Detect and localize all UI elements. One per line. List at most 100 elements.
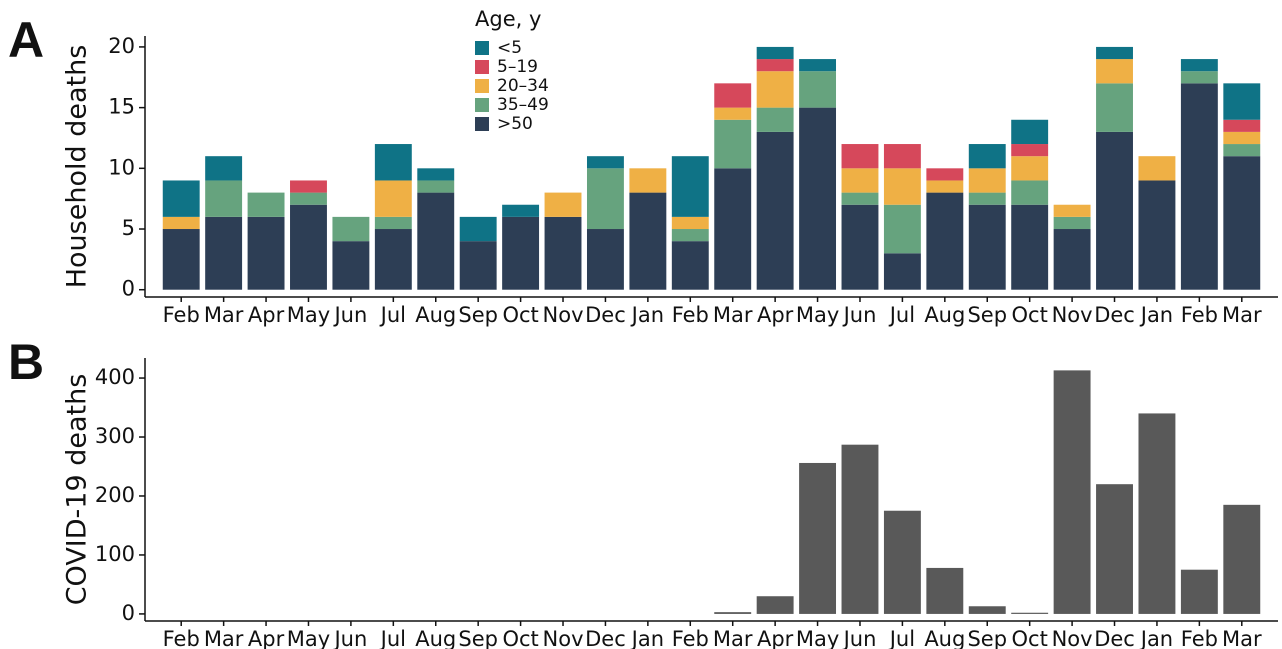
bar-segment <box>1223 131 1261 145</box>
bar-segment <box>799 107 837 290</box>
bar-segment <box>799 59 837 72</box>
bar-segment <box>205 180 243 217</box>
bar-segment <box>586 229 624 290</box>
panel-label: A <box>8 12 44 68</box>
x-tick-label: Aug <box>415 627 456 649</box>
bar-segment <box>1096 46 1133 60</box>
bar-segment <box>374 144 412 181</box>
x-tick-label: May <box>287 303 330 327</box>
x-tick-label: Jul <box>379 303 406 327</box>
bar-segment <box>1053 216 1091 230</box>
y-tick-label: 15 <box>108 95 135 119</box>
legend-swatch <box>475 98 489 112</box>
x-tick-label: Apr <box>248 627 285 649</box>
panel-label: B <box>8 334 44 390</box>
bar-segment <box>629 192 667 290</box>
y-tick-label: 400 <box>95 365 135 389</box>
bar-segment <box>968 168 1006 193</box>
x-tick-label: May <box>287 627 330 649</box>
bar-segment <box>1138 180 1176 290</box>
bar-segment <box>1096 83 1133 132</box>
bar-segment <box>714 168 752 290</box>
x-tick-label: Aug <box>924 627 965 649</box>
bar-segment <box>926 168 964 181</box>
y-tick-label: 20 <box>108 34 135 58</box>
y-tick-label: 0 <box>122 601 135 625</box>
x-tick-label: Mar <box>1222 303 1262 327</box>
x-tick-label: Sep <box>967 303 1007 327</box>
bar-segment <box>417 180 455 193</box>
x-tick-label: May <box>796 627 839 649</box>
x-tick-label: Jul <box>888 303 915 327</box>
bar-segment <box>841 168 879 193</box>
bar-segment <box>1011 119 1049 145</box>
bar-segment <box>1011 156 1049 181</box>
x-tick-label: Apr <box>757 303 794 327</box>
x-tick-label: Dec <box>585 303 626 327</box>
bar-segment <box>756 131 794 290</box>
y-axis-title: Household deaths <box>62 45 93 289</box>
x-tick-label: Jun <box>842 303 877 327</box>
bar <box>714 612 752 614</box>
bar-segment <box>290 192 327 205</box>
bar-segment <box>1011 204 1049 290</box>
legend-title: Age, y <box>475 7 541 31</box>
legend-swatch <box>475 117 489 131</box>
x-tick-label: Oct <box>1012 303 1048 327</box>
bar-segment <box>926 192 964 290</box>
bar-segment <box>1180 71 1218 84</box>
bar-segment <box>290 180 327 193</box>
bar-segment <box>883 253 921 290</box>
y-tick-label: 5 <box>122 216 135 240</box>
bar-segment <box>968 144 1006 169</box>
bar-segment <box>586 168 624 230</box>
bar-segment <box>162 180 200 217</box>
bar-segment <box>841 192 879 205</box>
bar-segment <box>714 107 752 120</box>
x-tick-label: Jan <box>630 627 664 649</box>
x-tick-label: Jan <box>1139 627 1173 649</box>
bar <box>1223 504 1261 614</box>
x-tick-label: Nov <box>543 627 584 649</box>
bar <box>1096 484 1133 614</box>
bar-segment <box>417 168 455 181</box>
bar-segment <box>841 144 879 169</box>
legend-swatch <box>475 79 489 93</box>
bar-segment <box>374 229 412 290</box>
bar-segment <box>714 119 752 169</box>
y-tick-label: 300 <box>95 424 135 448</box>
bar-segment <box>162 216 200 230</box>
bar-segment <box>671 241 709 290</box>
x-tick-label: Oct <box>502 303 538 327</box>
bar-segment <box>756 59 794 72</box>
legend-swatch <box>475 41 489 55</box>
bar-segment <box>1138 156 1176 181</box>
bar-segment <box>629 168 667 193</box>
legend-label: <5 <box>497 38 522 58</box>
x-tick-label: Jun <box>332 303 367 327</box>
x-tick-label: Jun <box>842 627 877 649</box>
bar-segment <box>459 216 497 242</box>
x-tick-label: Sep <box>458 303 498 327</box>
x-tick-label: Jun <box>332 627 367 649</box>
bar-segment <box>502 204 540 217</box>
bar-segment <box>714 83 752 108</box>
bar <box>1180 569 1218 614</box>
bar-segment <box>1053 229 1091 290</box>
x-tick-label: Feb <box>1181 627 1218 649</box>
bar-segment <box>247 192 285 217</box>
bar <box>756 596 794 614</box>
x-tick-label: Apr <box>757 627 794 649</box>
bar-segment <box>883 204 921 254</box>
bar <box>1138 413 1176 614</box>
x-tick-label: Feb <box>672 627 709 649</box>
bar-segment <box>1223 144 1261 157</box>
x-tick-label: Aug <box>415 303 456 327</box>
x-tick-label: Feb <box>163 303 200 327</box>
bar-segment <box>544 216 582 290</box>
legend-label: >50 <box>497 114 533 134</box>
bar-segment <box>1053 204 1091 217</box>
x-tick-label: Nov <box>1052 303 1093 327</box>
y-tick-label: 200 <box>95 483 135 507</box>
